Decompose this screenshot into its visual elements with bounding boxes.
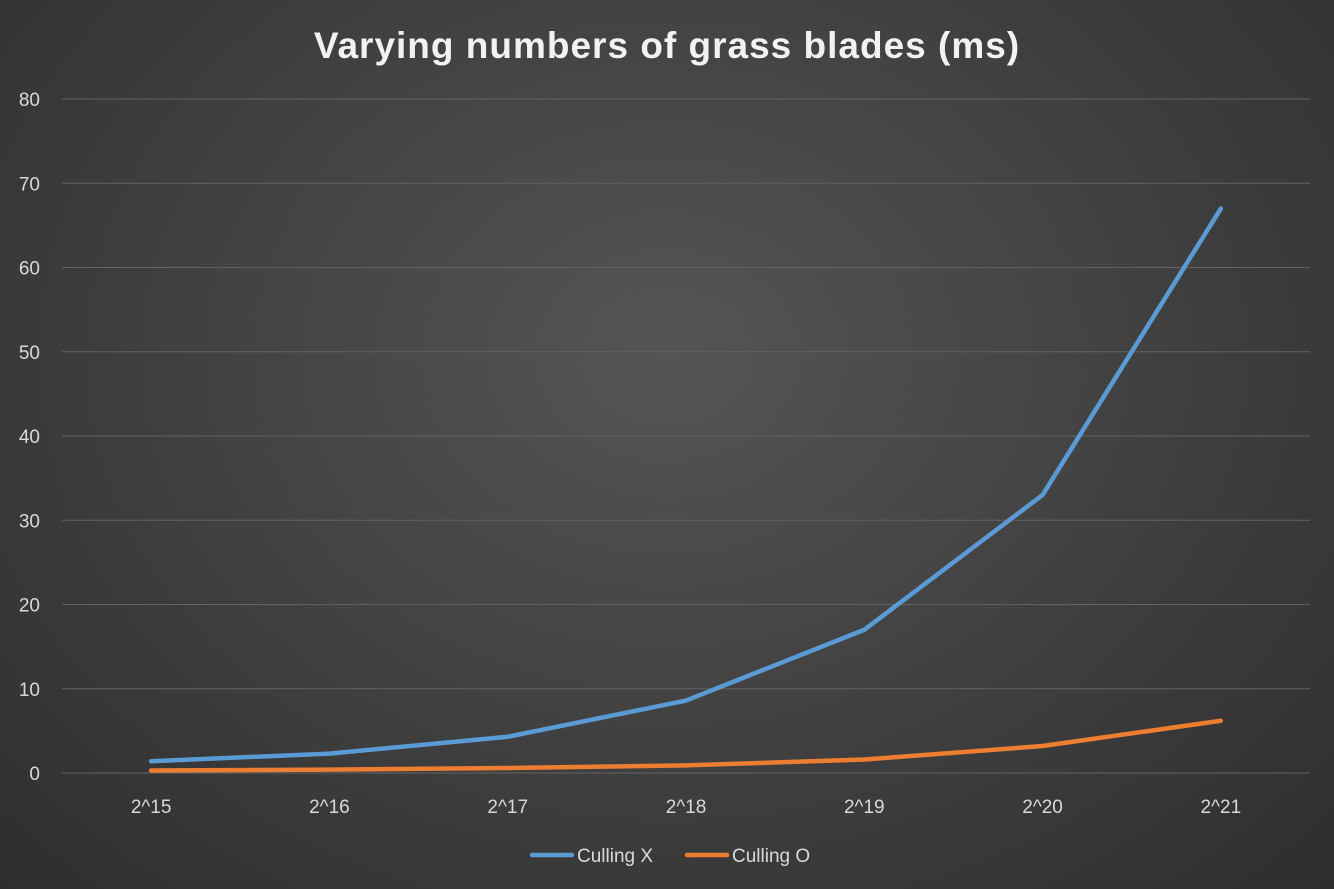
y-tick-label: 0 bbox=[29, 764, 40, 785]
x-tick-label: 2^17 bbox=[487, 797, 528, 818]
y-axis-ticks: 0 10 20 30 40 50 60 70 80 bbox=[19, 90, 40, 785]
x-tick-label: 2^15 bbox=[131, 797, 172, 818]
series-lines bbox=[148, 206, 1224, 773]
y-tick-label: 30 bbox=[19, 511, 40, 532]
x-tick-label: 2^19 bbox=[844, 797, 885, 818]
chart-title: Varying numbers of grass blades (ms) bbox=[314, 25, 1020, 66]
x-tick-label: 2^16 bbox=[309, 797, 350, 818]
x-tick-label: 2^18 bbox=[666, 797, 707, 818]
y-tick-label: 50 bbox=[19, 343, 40, 364]
y-tick-label: 10 bbox=[19, 680, 40, 701]
y-tick-label: 60 bbox=[19, 259, 40, 280]
y-tick-label: 20 bbox=[19, 596, 40, 617]
legend-label: Culling X bbox=[577, 846, 653, 867]
legend: Culling X Culling O bbox=[529, 846, 810, 867]
x-tick-label: 2^20 bbox=[1022, 797, 1063, 818]
series-line-2 bbox=[148, 718, 1224, 773]
x-tick-label: 2^21 bbox=[1201, 797, 1242, 818]
gridlines bbox=[62, 98, 1310, 774]
y-tick-label: 40 bbox=[19, 427, 40, 448]
y-tick-label: 70 bbox=[19, 174, 40, 195]
series-line-1 bbox=[148, 206, 1224, 764]
legend-label: Culling O bbox=[732, 846, 810, 867]
x-axis-ticks: 2^15 2^16 2^17 2^18 2^19 2^20 2^21 bbox=[131, 797, 1241, 818]
y-tick-label: 80 bbox=[19, 90, 40, 111]
